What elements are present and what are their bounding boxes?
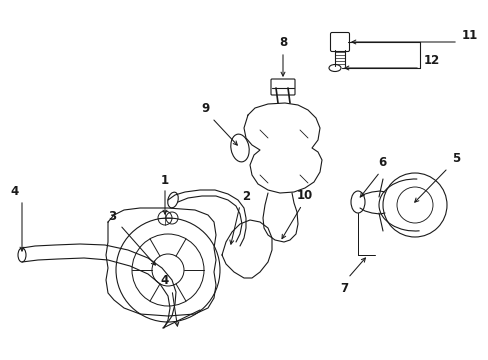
Text: 4: 4	[161, 274, 169, 287]
Text: 1: 1	[161, 174, 169, 186]
Text: 10: 10	[296, 189, 312, 202]
Text: 3: 3	[108, 210, 116, 222]
Text: 7: 7	[339, 282, 347, 294]
Text: 11: 11	[461, 28, 477, 41]
Text: 2: 2	[242, 189, 249, 202]
Text: 4: 4	[11, 185, 19, 198]
Text: 8: 8	[278, 36, 286, 49]
Text: 5: 5	[451, 152, 459, 165]
Text: 6: 6	[377, 156, 386, 168]
Text: 12: 12	[423, 54, 439, 67]
Text: 9: 9	[201, 102, 209, 114]
